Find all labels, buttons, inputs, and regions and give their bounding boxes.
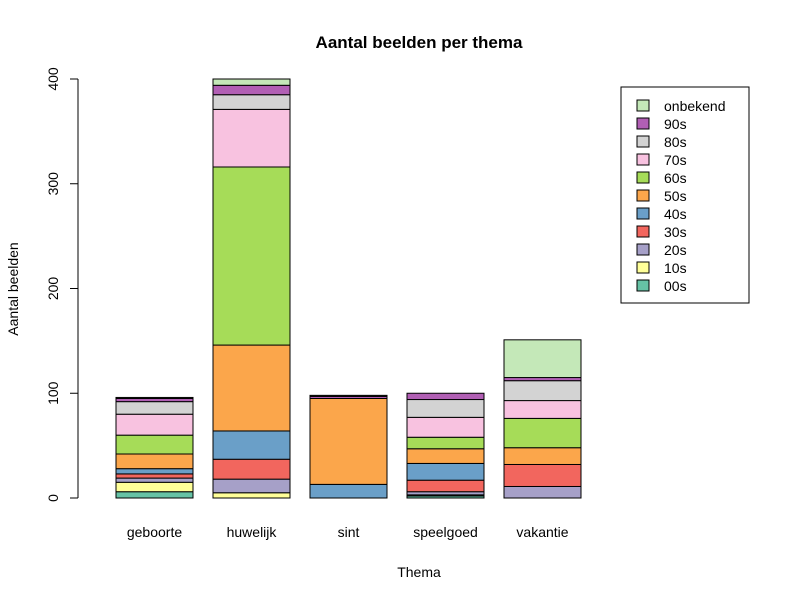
bar-huwelijk-80s (212, 94, 291, 110)
y-tick-label-400: 400 (45, 67, 61, 91)
bar-vakantie-80s (503, 380, 582, 402)
bar-geboorte-80s (115, 401, 194, 415)
bar-geboorte-onbekend (115, 396, 194, 399)
bar-geboorte-00s (115, 491, 194, 499)
legend-swatch-onbekend (636, 99, 650, 112)
legend-label-80s: 80s (664, 134, 687, 150)
bar-huwelijk-30s (212, 458, 291, 480)
chart-title: Aantal beelden per thema (316, 33, 523, 52)
bar-geboorte-50s (115, 453, 194, 470)
bar-speelgoed-80s (406, 399, 485, 418)
bar-huwelijk-onbekend (212, 78, 291, 86)
bar-huwelijk-10s (212, 492, 291, 499)
y-tick-label-300: 300 (45, 172, 61, 196)
legend-label-00s: 00s (664, 278, 687, 294)
legend-swatch-50s (636, 189, 650, 202)
legend-label-70s: 70s (664, 152, 687, 168)
x-tick-label-geboorte: geboorte (127, 524, 182, 540)
bar-huwelijk-60s (212, 166, 291, 346)
bar-sint-40s (309, 483, 388, 499)
bar-vakantie-50s (503, 447, 582, 465)
bars-group (115, 78, 582, 499)
bar-geboorte-20s (115, 477, 194, 483)
y-tick-label-100: 100 (45, 381, 61, 405)
bar-huwelijk-90s (212, 84, 291, 96)
bar-speelgoed-30s (406, 479, 485, 493)
bar-vakantie-70s (503, 400, 582, 419)
legend-swatch-80s (636, 135, 650, 148)
legend-swatch-10s (636, 261, 650, 274)
bar-geboorte-10s (115, 481, 194, 493)
bar-sint-50s (309, 397, 388, 485)
bar-geboorte-60s (115, 434, 194, 455)
bar-speelgoed-50s (406, 448, 485, 464)
x-tick-label-speelgoed: speelgoed (413, 524, 478, 540)
x-axis-label: Thema (397, 564, 441, 580)
bar-geboorte-30s (115, 473, 194, 479)
legend-label-20s: 20s (664, 242, 687, 258)
bar-speelgoed-90s (406, 392, 485, 401)
legend-label-10s: 10s (664, 260, 687, 276)
legend-swatch-40s (636, 207, 650, 220)
legend-swatch-20s (636, 243, 650, 256)
x-tick-label-sint: sint (338, 524, 360, 540)
bar-geboorte-40s (115, 468, 194, 475)
legend-label-30s: 30s (664, 224, 687, 240)
y-axis-label: Aantal beelden (5, 242, 21, 335)
legend-label-40s: 40s (664, 206, 687, 222)
y-tick-label-200: 200 (45, 277, 61, 301)
bar-huwelijk-50s (212, 344, 291, 432)
legend-swatch-60s (636, 171, 650, 184)
bar-huwelijk-70s (212, 108, 291, 168)
x-tick-label-huwelijk: huwelijk (227, 524, 278, 540)
bar-vakantie-onbekend (503, 339, 582, 379)
legend-swatch-70s (636, 153, 650, 166)
bar-huwelijk-20s (212, 478, 291, 494)
legend-swatch-00s (636, 279, 650, 292)
bar-sint-onbekend (309, 394, 388, 397)
y-axis: 0 100 200 300 400 (45, 67, 79, 502)
legend-label-onbekend: onbekend (664, 98, 726, 114)
legend: onbekend 90s 80s 70s 60s 50s 40s 30s 20s 10s 00s (620, 86, 750, 304)
bar-huwelijk-40s (212, 430, 291, 460)
y-tick-label-0: 0 (45, 494, 61, 502)
legend-label-90s: 90s (664, 116, 687, 132)
bar-vakantie-20s (503, 485, 582, 499)
legend-swatch-30s (636, 225, 650, 238)
legend-label-50s: 50s (664, 188, 687, 204)
bar-vakantie-30s (503, 463, 582, 487)
bar-speelgoed-70s (406, 416, 485, 438)
bar-vakantie-60s (503, 417, 582, 449)
legend-label-60s: 60s (664, 170, 687, 186)
x-axis-labels: geboorte huwelijk sint speelgoed vakantie (127, 524, 569, 540)
x-tick-label-vakantie: vakantie (516, 524, 568, 540)
bar-geboorte-70s (115, 413, 194, 436)
bar-speelgoed-40s (406, 462, 485, 481)
bar-speelgoed-60s (406, 436, 485, 450)
legend-swatch-90s (636, 117, 650, 130)
